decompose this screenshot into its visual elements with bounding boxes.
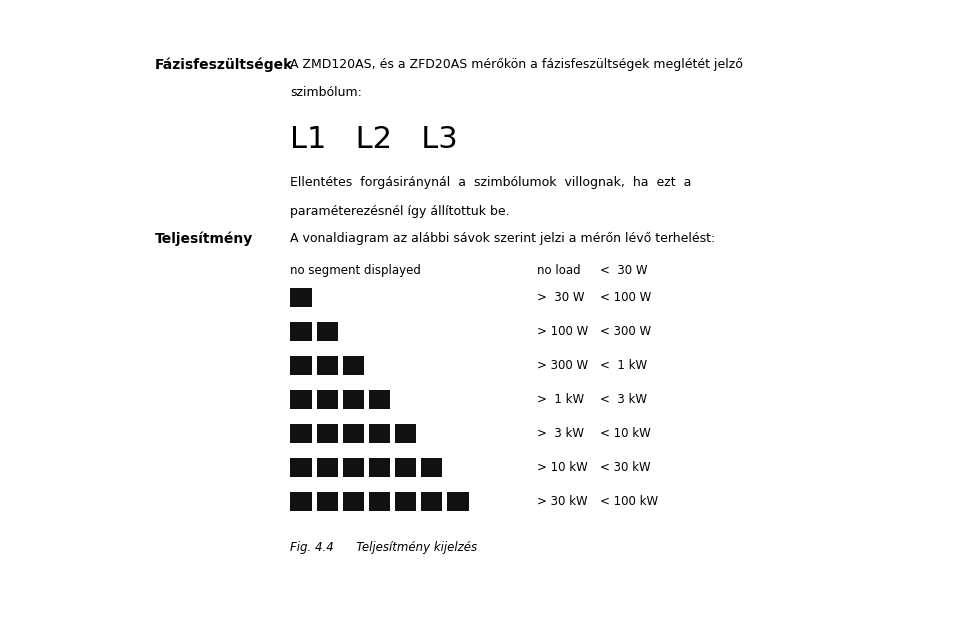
Bar xyxy=(343,424,364,443)
Text: no segment displayed: no segment displayed xyxy=(290,264,421,276)
Text: < 100 W: < 100 W xyxy=(600,291,651,304)
Bar xyxy=(343,492,364,511)
Text: < 300 W: < 300 W xyxy=(600,325,651,338)
Text: A ZMD120AS, és a ZFD20AS mérőkön a fázisfeszültségek meglétét jelző: A ZMD120AS, és a ZFD20AS mérőkön a fázis… xyxy=(290,58,743,71)
Text: > 300 W: > 300 W xyxy=(537,359,589,372)
Text: Fig. 4.4      Teljesítmény kijelzés: Fig. 4.4 Teljesítmény kijelzés xyxy=(290,541,477,554)
Text: < 30 kW: < 30 kW xyxy=(600,461,650,474)
Text: >  1 kW: > 1 kW xyxy=(537,393,585,406)
Bar xyxy=(290,492,312,511)
Text: no load: no load xyxy=(537,264,581,276)
Text: A vonaldiagram az alábbi sávok szerint jelzi a mérőn lévő terhelést:: A vonaldiagram az alábbi sávok szerint j… xyxy=(290,232,715,245)
Bar xyxy=(317,458,338,477)
Bar xyxy=(317,356,338,375)
Bar xyxy=(290,424,312,443)
Text: szimbólum:: szimbólum: xyxy=(290,86,362,99)
Text: paraméterezésnél így állítottuk be.: paraméterezésnél így állítottuk be. xyxy=(290,205,510,218)
Text: > 30 kW: > 30 kW xyxy=(537,495,588,508)
Bar xyxy=(343,390,364,409)
Bar xyxy=(395,492,416,511)
Bar xyxy=(369,390,390,409)
Text: > 10 kW: > 10 kW xyxy=(537,461,588,474)
Text: < 100 kW: < 100 kW xyxy=(600,495,658,508)
Bar xyxy=(317,492,338,511)
Text: <  3 kW: < 3 kW xyxy=(600,393,648,406)
Bar xyxy=(343,458,364,477)
Text: <  30 W: < 30 W xyxy=(600,264,648,276)
Bar xyxy=(447,492,469,511)
Bar xyxy=(290,356,312,375)
Bar xyxy=(317,322,338,341)
Bar xyxy=(395,458,416,477)
Text: >  30 W: > 30 W xyxy=(537,291,585,304)
Bar xyxy=(421,458,442,477)
Text: Fázisfeszültségek: Fázisfeszültségek xyxy=(155,58,293,72)
Bar xyxy=(421,492,442,511)
Bar xyxy=(290,288,312,307)
Bar xyxy=(369,424,390,443)
Bar xyxy=(317,424,338,443)
Bar xyxy=(369,458,390,477)
Bar xyxy=(290,322,312,341)
Bar xyxy=(343,356,364,375)
Bar xyxy=(317,390,338,409)
Text: Ellentétes  forgásiránynál  a  szimbólumok  villognak,  ha  ezt  a: Ellentétes forgásiránynál a szimbólumok … xyxy=(290,176,692,189)
Text: >  3 kW: > 3 kW xyxy=(537,427,585,440)
Bar xyxy=(369,492,390,511)
Text: < 10 kW: < 10 kW xyxy=(600,427,650,440)
Text: > 100 W: > 100 W xyxy=(537,325,589,338)
Bar xyxy=(290,458,312,477)
Text: <  1 kW: < 1 kW xyxy=(600,359,648,372)
Bar xyxy=(395,424,416,443)
Text: L1   L2   L3: L1 L2 L3 xyxy=(290,125,458,154)
Text: Teljesítmény: Teljesítmény xyxy=(155,232,253,246)
Bar xyxy=(290,390,312,409)
